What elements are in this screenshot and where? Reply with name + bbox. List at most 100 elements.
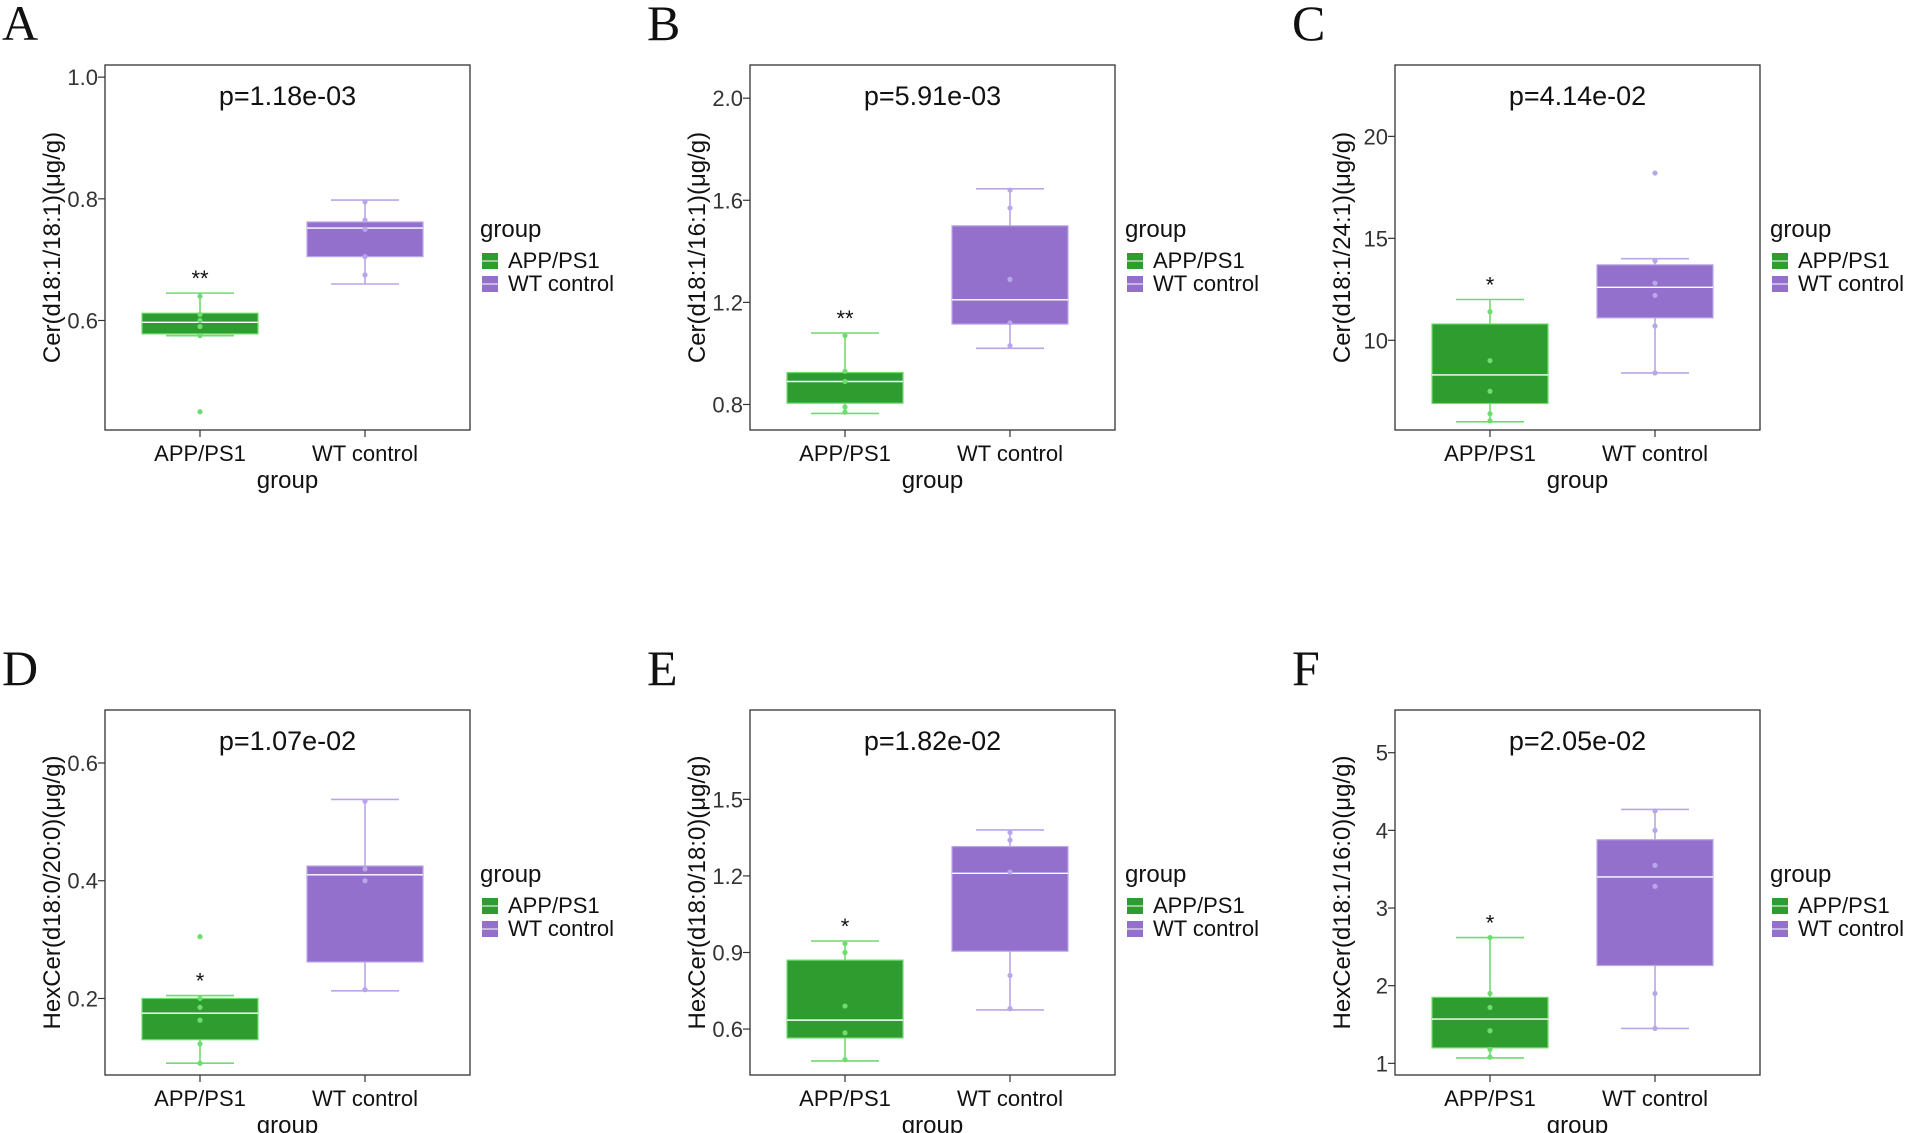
data-point (1652, 170, 1658, 176)
data-point (1487, 1028, 1493, 1034)
data-point (1487, 1004, 1493, 1011)
y-tick-label: 0.8 (67, 187, 98, 212)
x-category-label: WT control (1602, 441, 1708, 466)
x-category-label: APP/PS1 (799, 1086, 891, 1111)
data-point (197, 1017, 203, 1023)
legend-title: group (1125, 861, 1186, 888)
data-point (1487, 388, 1493, 394)
panel-letter: C (1292, 0, 1325, 51)
significance-marker: * (1486, 272, 1495, 297)
y-tick-label: 1 (1376, 1051, 1388, 1076)
data-point (1007, 869, 1013, 875)
y-tick-label: 1.2 (712, 290, 743, 315)
data-point (1487, 934, 1493, 941)
data-point (1652, 862, 1658, 868)
iqr-box (951, 225, 1069, 325)
data-point (842, 1030, 848, 1036)
data-point (197, 1060, 203, 1066)
y-tick-label: 10 (1364, 328, 1388, 353)
legend-title: group (1770, 216, 1831, 243)
boxplot-app-ps1: ** (786, 306, 904, 415)
significance-marker: * (1486, 911, 1495, 936)
legend-label: WT control (1153, 916, 1259, 941)
legend-label: APP/PS1 (508, 248, 600, 273)
x-category-label: WT control (312, 441, 418, 466)
data-point (1007, 837, 1013, 843)
significance-marker: * (196, 969, 205, 994)
y-tick-label: 15 (1364, 226, 1388, 251)
data-point (362, 226, 368, 232)
data-point (842, 368, 848, 374)
y-tick-label: 2.0 (712, 86, 743, 111)
x-category-label: WT control (312, 1086, 418, 1111)
x-category-label: APP/PS1 (799, 441, 891, 466)
x-category-label: WT control (1602, 1086, 1708, 1111)
x-category-label: WT control (957, 1086, 1063, 1111)
data-point (197, 409, 203, 415)
y-axis-title: HexCer(d18:1/16:0)(μg/g) (1329, 756, 1356, 1030)
panel-c: Cp=4.14e-02 10 15 20 Cer(d18:1/24:1)(μg/g) AP… (1292, 0, 1904, 494)
data-point (362, 254, 368, 260)
y-tick-label: 0.6 (67, 309, 98, 334)
boxplot-app-ps1: * (786, 914, 904, 1063)
data-point (1652, 370, 1658, 376)
x-axis-title: group (902, 467, 963, 494)
data-point (362, 272, 368, 278)
legend-title: group (1770, 861, 1831, 888)
y-tick-label: 1.6 (712, 188, 743, 213)
x-axis-title: group (257, 467, 318, 494)
y-tick-label: 0.2 (67, 986, 98, 1011)
data-point (1487, 990, 1493, 997)
p-value-title: p=1.82e-02 (864, 726, 1001, 756)
data-point (1487, 309, 1493, 315)
data-point (197, 311, 203, 318)
data-point (1007, 1006, 1013, 1012)
data-point (842, 949, 848, 956)
panel-letter: D (2, 640, 38, 696)
data-point (1007, 972, 1013, 979)
data-point (1007, 205, 1013, 211)
x-category-label: APP/PS1 (1444, 1086, 1536, 1111)
significance-marker: ** (191, 266, 209, 291)
p-value-title: p=2.05e-02 (1509, 726, 1646, 756)
data-point (197, 1041, 203, 1047)
y-tick-label: 1.5 (712, 787, 743, 812)
data-point (1007, 320, 1013, 326)
data-point (362, 866, 368, 872)
x-axis-title: group (1547, 1112, 1608, 1133)
data-point (362, 798, 368, 804)
panel-a: Ap=1.18e-03 0.6 0.8 1.0 Cer(d18:1/18:1)(μg/g… (2, 0, 614, 494)
data-point (1652, 258, 1658, 264)
legend-label: APP/PS1 (1153, 248, 1245, 273)
boxplot-wt-control (951, 187, 1069, 350)
data-point (1007, 276, 1013, 283)
x-axis-title: group (902, 1112, 963, 1133)
legend-label: APP/PS1 (1153, 893, 1245, 918)
data-point (362, 987, 368, 993)
boxplot-wt-control (306, 798, 424, 993)
data-point (362, 199, 368, 205)
data-point (197, 1004, 203, 1010)
y-axis-title: Cer(d18:1/16:1)(μg/g) (684, 132, 711, 363)
data-point (842, 409, 848, 415)
y-tick-label: 1.2 (712, 864, 743, 889)
data-point (197, 934, 203, 940)
legend-label: APP/PS1 (1798, 248, 1890, 273)
iqr-box (1596, 264, 1714, 319)
y-tick-label: 20 (1364, 124, 1388, 149)
data-point (197, 293, 203, 299)
p-value-title: p=1.18e-03 (219, 81, 356, 111)
legend-title: group (480, 216, 541, 243)
panel-letter: A (2, 0, 38, 51)
boxplot-wt-control (1596, 170, 1714, 376)
legend-label: WT control (508, 916, 614, 941)
x-category-label: WT control (957, 441, 1063, 466)
data-point (1007, 187, 1013, 193)
p-value-title: p=4.14e-02 (1509, 81, 1646, 111)
data-point (1487, 1054, 1493, 1060)
legend-title: group (1125, 216, 1186, 243)
boxplot-wt-control (1596, 808, 1714, 1032)
